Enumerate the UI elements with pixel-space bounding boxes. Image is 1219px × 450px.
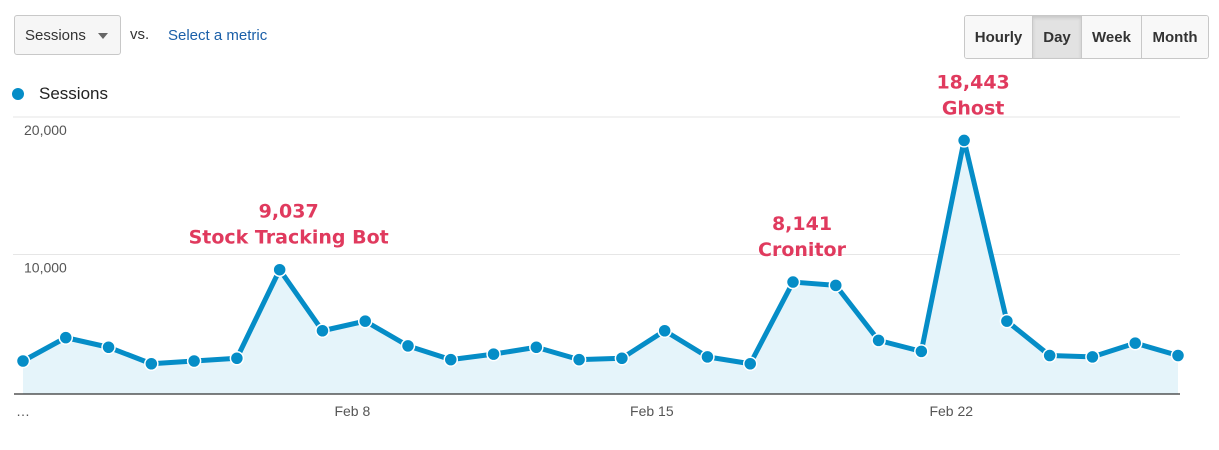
annotation-value: 8,141 xyxy=(772,213,832,235)
metric-dropdown[interactable]: Sessions xyxy=(14,15,121,55)
data-point xyxy=(315,323,330,338)
data-point xyxy=(657,323,672,338)
y-tick-label: 10,000 xyxy=(24,260,67,276)
data-point xyxy=(58,330,74,345)
data-point xyxy=(571,352,587,367)
chevron-down-icon xyxy=(98,33,108,39)
metric-dropdown-label: Sessions xyxy=(25,26,86,44)
data-point xyxy=(15,353,31,369)
x-tick-label: Feb 15 xyxy=(630,403,674,419)
y-tick-label: 20,000 xyxy=(24,122,67,138)
data-point xyxy=(357,313,373,329)
sessions-area xyxy=(23,140,1178,394)
data-point xyxy=(144,356,159,371)
data-point xyxy=(1127,335,1143,351)
data-point xyxy=(1170,348,1186,363)
data-point xyxy=(186,353,202,369)
data-point xyxy=(828,278,844,293)
annotation-label: Stock Tracking Bot xyxy=(189,227,389,249)
data-point xyxy=(956,133,972,148)
data-point xyxy=(443,352,459,367)
data-point xyxy=(229,351,245,366)
sessions-line xyxy=(21,137,1179,367)
x-tick-label: Feb 8 xyxy=(334,403,370,419)
data-point xyxy=(785,274,801,290)
data-point xyxy=(272,262,287,277)
month-button[interactable]: Month xyxy=(1141,16,1208,58)
data-point xyxy=(101,340,116,355)
week-button[interactable]: Week xyxy=(1081,16,1141,58)
data-point xyxy=(486,346,501,362)
data-point xyxy=(742,356,758,371)
data-point xyxy=(914,344,929,359)
annotation-value: 9,037 xyxy=(259,201,319,223)
data-point xyxy=(999,313,1015,329)
x-tick-label: Feb 22 xyxy=(929,403,973,419)
data-point xyxy=(529,340,544,355)
day-button[interactable]: Day xyxy=(1032,16,1081,58)
vs-label: vs. xyxy=(130,26,150,43)
select-metric-link[interactable]: Select a metric xyxy=(168,27,268,44)
annotation-label: Cronitor xyxy=(758,239,847,261)
data-point xyxy=(1085,349,1100,365)
data-point xyxy=(400,338,416,354)
data-point xyxy=(871,333,886,348)
data-point xyxy=(614,351,630,366)
chart-legend: Sessions xyxy=(12,84,108,104)
legend-marker-icon xyxy=(12,88,24,100)
x-tick-label: … xyxy=(16,403,30,419)
hourly-button[interactable]: Hourly xyxy=(965,16,1032,58)
time-granularity-toggle: Hourly Day Week Month xyxy=(964,15,1209,59)
legend-label-sessions: Sessions xyxy=(39,84,108,103)
data-point xyxy=(1042,348,1057,363)
annotation-label: Ghost xyxy=(942,97,1005,119)
annotation-value: 18,443 xyxy=(936,71,1009,93)
data-point xyxy=(700,349,715,365)
